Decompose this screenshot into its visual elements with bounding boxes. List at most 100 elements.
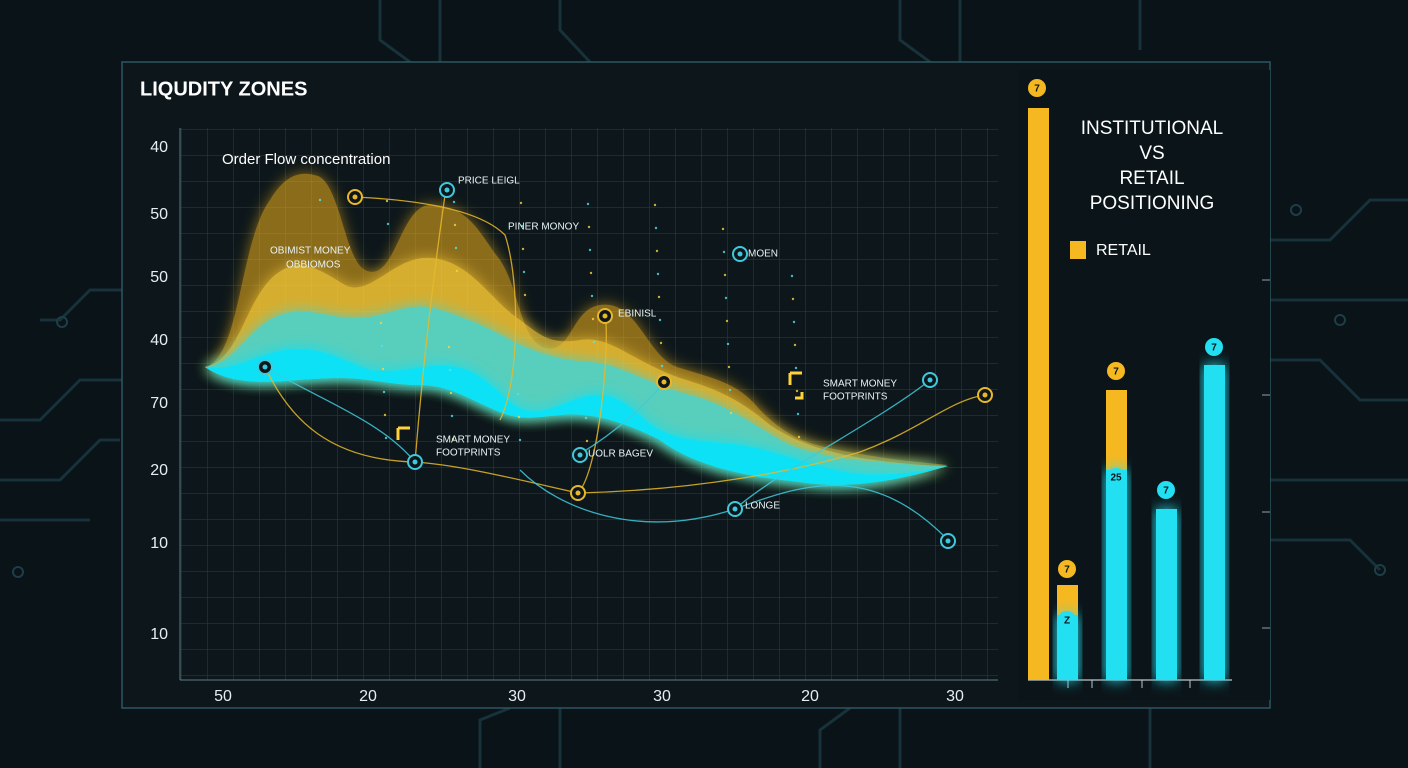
sparkle <box>522 270 526 274</box>
node-core <box>945 538 951 544</box>
circuit-trace <box>0 378 150 422</box>
y-label: 10 <box>150 626 168 643</box>
bar <box>1156 509 1177 680</box>
sparkle <box>654 226 658 230</box>
sparkle <box>791 297 795 301</box>
bar-label: 25 <box>1110 473 1122 484</box>
bar-badge <box>1107 362 1125 380</box>
sparkle <box>590 294 594 298</box>
bar-label: 7 <box>1064 565 1070 576</box>
bar-label: Z <box>1064 616 1070 627</box>
sparkle <box>452 200 456 204</box>
circuit-node <box>56 316 68 328</box>
bar-badge <box>1058 560 1076 578</box>
sparkle <box>520 224 524 228</box>
sparkle <box>448 368 452 372</box>
bar <box>1204 365 1225 680</box>
annotation: UOLR BAGEV <box>588 449 653 460</box>
annotation: EBINISL <box>618 309 657 320</box>
circuit-trace <box>478 706 511 768</box>
bar-label: 7 <box>1113 367 1119 378</box>
circuit-node <box>1334 314 1346 326</box>
sparkle <box>518 438 522 442</box>
circuit-trace <box>0 438 120 482</box>
liquidity-band <box>205 173 948 485</box>
annotation: PRICE LEIGL <box>458 176 520 187</box>
sparkle <box>584 416 588 420</box>
sparkle <box>381 367 385 371</box>
bar <box>1057 585 1078 615</box>
sparkle <box>451 437 455 441</box>
panel-title: LIQUDITY ZONES <box>140 78 307 100</box>
sparkle <box>385 199 389 203</box>
legend-label: RETAIL <box>1096 242 1151 259</box>
bar-label: 7 <box>1163 486 1169 497</box>
connector <box>414 194 446 463</box>
sparkle <box>523 293 527 297</box>
node-core <box>412 459 418 465</box>
sparkle <box>726 342 730 346</box>
bar-label: 7 <box>1211 343 1217 354</box>
sparkle <box>454 246 458 250</box>
y-label: 10 <box>150 535 168 552</box>
right-panel <box>1018 70 1270 700</box>
sparkle <box>659 341 663 345</box>
sparkle <box>790 274 794 278</box>
node-core <box>982 392 988 398</box>
sparkle <box>589 271 593 275</box>
x-label: 30 <box>653 688 671 705</box>
annotation: SMART MONEY <box>823 379 897 390</box>
x-label: 50 <box>214 688 232 705</box>
sparkle <box>660 364 664 368</box>
sparkle <box>655 249 659 253</box>
sparkle <box>517 415 521 419</box>
sparkle <box>588 248 592 252</box>
sparkle <box>453 223 457 227</box>
circuit-trace <box>898 0 931 64</box>
node-core <box>575 490 581 496</box>
sparkle <box>521 247 525 251</box>
node-core <box>602 313 608 319</box>
annotation: OBBIOMOS <box>286 260 341 271</box>
sparkle <box>516 392 520 396</box>
sparkle <box>383 413 387 417</box>
sparkle <box>380 344 384 348</box>
sparkle <box>585 439 589 443</box>
sparkle <box>384 436 388 440</box>
annotation: FOOTPRINTS <box>823 392 888 403</box>
liquidity-band <box>205 349 948 485</box>
y-label: 20 <box>150 462 168 479</box>
y-label: 50 <box>150 269 168 286</box>
sparkle <box>382 390 386 394</box>
liquidity-band <box>205 306 948 485</box>
sparkle <box>455 269 459 273</box>
circuit-trace <box>1270 358 1408 402</box>
sparkle <box>724 296 728 300</box>
sparkle <box>653 203 657 207</box>
bar <box>1057 615 1078 680</box>
bar-badge <box>1028 79 1046 97</box>
sparkle <box>519 201 523 205</box>
connector <box>577 315 607 494</box>
bar-badge <box>1058 611 1076 629</box>
sparkle <box>318 198 322 202</box>
circuit-trace <box>1270 538 1382 572</box>
panel-title: INSTITUTIONAL <box>1081 118 1224 139</box>
connector <box>354 196 517 421</box>
annotation: MOEN <box>748 249 778 260</box>
sparkle <box>794 366 798 370</box>
sparkle <box>658 318 662 322</box>
x-label: 20 <box>801 688 819 705</box>
marker-icon <box>396 371 804 440</box>
node-core <box>737 251 743 257</box>
sparkle <box>792 320 796 324</box>
circuit-node <box>1374 564 1386 576</box>
annotation: SMART MONEY <box>436 435 510 446</box>
connector <box>734 379 931 510</box>
circuit-trace <box>818 706 851 768</box>
sparkle <box>386 222 390 226</box>
connector <box>577 394 986 494</box>
sparkle <box>796 412 800 416</box>
